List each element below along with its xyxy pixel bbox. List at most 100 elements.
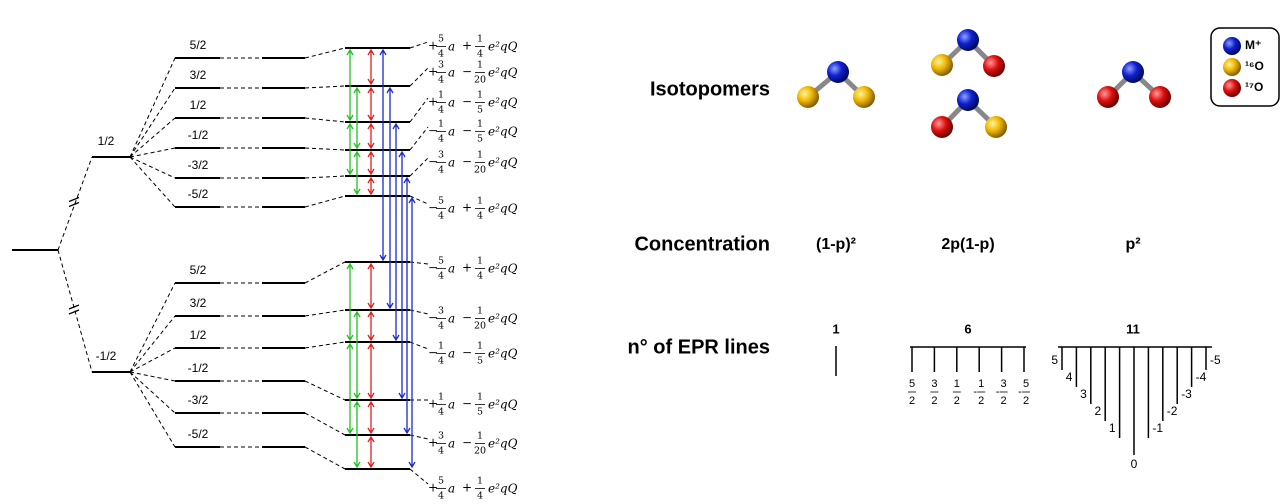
sign: − [428, 124, 438, 138]
numerator: 3 [438, 306, 444, 317]
line-label: 2 [1095, 404, 1102, 418]
connector [304, 175, 346, 179]
connector [129, 371, 176, 382]
transition-arrow [367, 122, 375, 150]
concentration: 2p(1-p) [941, 236, 994, 253]
symbol-a: a [448, 125, 455, 139]
symbol-quad: e²qQ [488, 40, 518, 54]
transition-arrow [353, 400, 361, 469]
nuclear-spin-label: 5/2 [190, 263, 207, 277]
line-label: -4 [1196, 370, 1207, 384]
numerator: 5 [438, 256, 444, 267]
sign: − [428, 201, 438, 215]
nuclear-spin-label: 3/2 [190, 296, 207, 310]
sign: + [428, 481, 438, 495]
denominator: 5 [477, 356, 483, 367]
transition-arrow [367, 310, 375, 342]
connector [304, 446, 346, 470]
operator: − [462, 95, 472, 109]
numerator: 3 [438, 150, 444, 161]
sign: − [428, 311, 438, 325]
nuclear-spin-label: 3/2 [190, 68, 207, 82]
denominator: 5 [477, 134, 483, 145]
legend-label: M⁺ [1245, 38, 1261, 52]
numerator: 5 [1023, 378, 1029, 390]
nuclear-spin-label: -5/2 [188, 427, 209, 441]
symbol-a: a [448, 66, 455, 80]
transition-arrow [367, 86, 375, 122]
denominator: 4 [438, 49, 444, 60]
concentration: (1-p)² [816, 236, 856, 253]
legend-label: ¹⁷O [1245, 80, 1263, 94]
symbol-a: a [448, 347, 455, 361]
denominator: 4 [438, 491, 444, 502]
numerator: 1 [954, 378, 960, 390]
denominator: 4 [477, 491, 483, 502]
legend-label: ¹⁶O [1245, 59, 1264, 73]
denominator: 4 [438, 407, 444, 418]
connector [304, 380, 346, 401]
connector [129, 315, 176, 373]
numerator: 1 [477, 34, 483, 45]
operator: − [462, 436, 472, 450]
symbol-a: a [448, 156, 455, 170]
label-sign: - [973, 386, 977, 398]
connector [129, 371, 176, 414]
label-sign: - [1018, 386, 1022, 398]
sign: + [428, 95, 438, 109]
connector [409, 434, 429, 440]
nuclear-spin-label: -3/2 [188, 393, 209, 407]
connector [304, 117, 346, 123]
symbol-quad: e²qQ [488, 66, 518, 80]
transition-arrow [398, 150, 406, 400]
numerator: 1 [438, 341, 444, 352]
denominator: 4 [438, 271, 444, 282]
connector [409, 41, 429, 49]
symbol-a: a [448, 482, 455, 496]
transition-arrow [367, 262, 375, 310]
numerator: 5 [438, 476, 444, 487]
numerator: 1 [438, 90, 444, 101]
symbol-a: a [448, 312, 455, 326]
nuclear-spin-label: -1/2 [188, 128, 209, 142]
connector [304, 261, 346, 284]
denominator: 5 [477, 407, 483, 418]
sign: + [428, 65, 438, 79]
denominator: 4 [438, 134, 444, 145]
numerator: 1 [477, 60, 483, 71]
transition-arrow [408, 196, 416, 469]
symbol-a: a [448, 202, 455, 216]
line-label: 0 [1131, 457, 1138, 471]
connector [409, 97, 429, 123]
sign: + [428, 39, 438, 53]
numerator: 1 [477, 256, 483, 267]
connector [304, 341, 346, 349]
sign: + [428, 397, 438, 411]
denominator: 2 [978, 395, 984, 407]
symbol-quad: e²qQ [488, 262, 518, 276]
transition-arrow [386, 86, 394, 310]
denominator: 20 [474, 165, 486, 176]
connector [409, 126, 429, 151]
connector [409, 341, 429, 350]
transition-arrow [346, 262, 354, 342]
operator: − [462, 311, 472, 325]
numerator: 5 [909, 378, 915, 390]
operator: + [462, 481, 472, 495]
symbol-a: a [448, 40, 455, 54]
operator: − [462, 346, 472, 360]
nuclear-spin-label: 1/2 [190, 98, 207, 112]
numerator: 1 [477, 90, 483, 101]
denominator: 4 [438, 105, 444, 116]
transition-arrow [353, 86, 361, 150]
line-count: 6 [964, 321, 971, 336]
line-label: -3 [1181, 387, 1192, 401]
connector [129, 147, 176, 158]
numerator: 1 [438, 119, 444, 130]
connector [409, 468, 429, 485]
nuclear-spin-label: 5/2 [190, 38, 207, 52]
connector [129, 156, 176, 179]
denominator: 4 [438, 321, 444, 332]
numerator: 5 [438, 196, 444, 207]
line-count: 1 [832, 321, 839, 336]
